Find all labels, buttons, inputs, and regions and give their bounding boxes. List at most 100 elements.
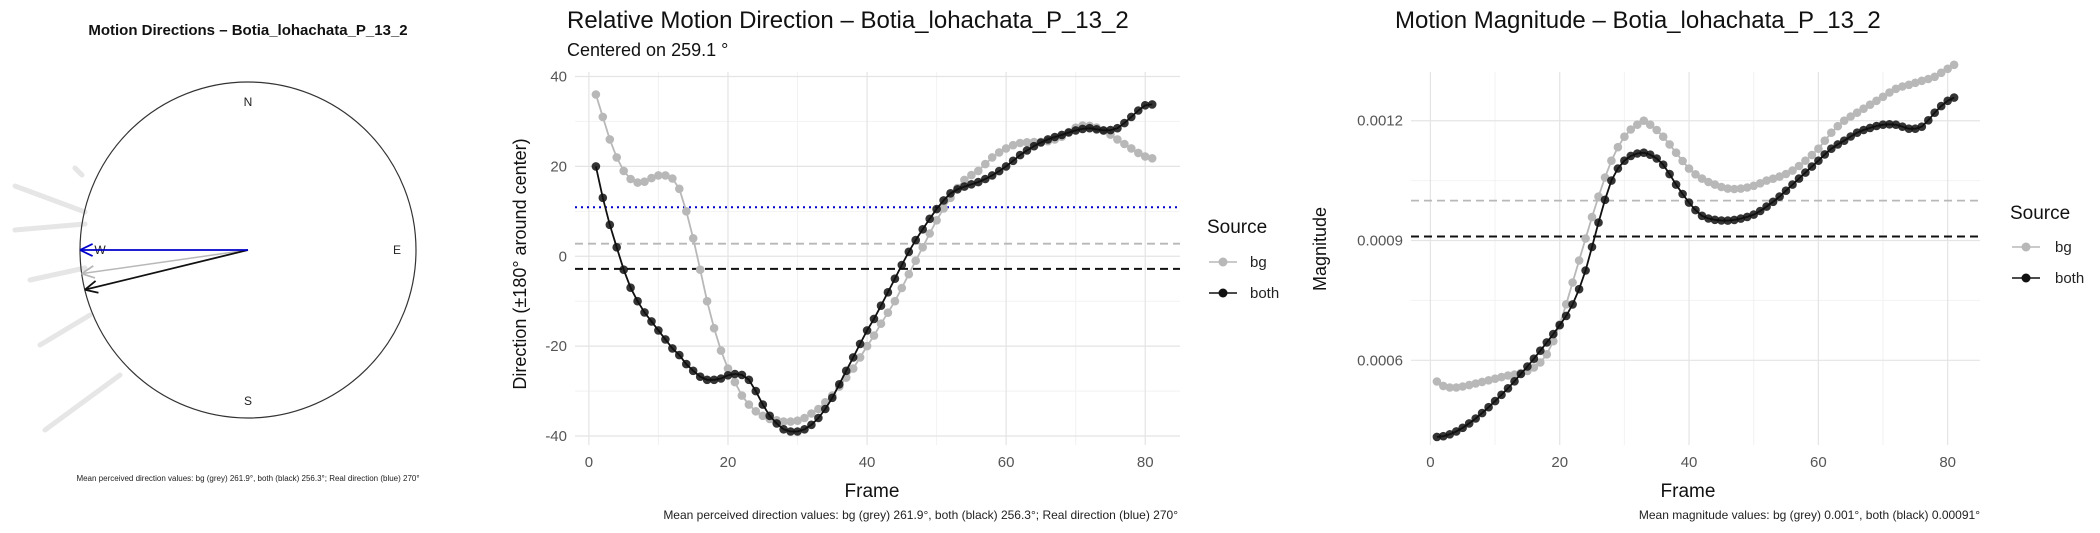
direction-point-bg [884, 308, 893, 317]
magnitude-point-bg [1678, 157, 1687, 166]
magnitude-point-both [1484, 403, 1493, 412]
direction-point-both [821, 405, 830, 414]
magnitude-x-tick-label: 80 [1939, 454, 1956, 471]
magnitude-y-tick-label: 0.0012 [1357, 113, 1403, 130]
direction-point-both [592, 162, 601, 171]
magnitude-point-both [1950, 93, 1959, 102]
direction-point-bg [612, 153, 621, 162]
direction-point-both [765, 412, 774, 421]
magnitude-point-bg [1575, 256, 1584, 265]
direction-point-bg [870, 331, 879, 340]
legend-label-bg: bg [1250, 254, 1267, 271]
magnitude-legend-title: Source [2010, 203, 2070, 224]
direction-y-tick-label: 0 [559, 248, 567, 265]
magnitude-point-both [1691, 206, 1700, 215]
magnitude-panel: Motion Magnitude – Botia_lohachata_P_13_… [1310, 7, 2084, 522]
direction-panel: Relative Motion Direction – Botia_lohach… [510, 7, 1279, 522]
direction-point-bg [1148, 154, 1157, 163]
legend-label-both: both [1250, 285, 1279, 302]
direction-point-both [752, 387, 761, 396]
direction-point-both [1134, 106, 1143, 115]
direction-point-bg [689, 234, 698, 243]
magnitude-legend-both: both [2012, 270, 2084, 287]
magnitude-series-line-both [1437, 98, 1954, 437]
direction-point-both [835, 380, 844, 389]
polar-caption: Mean perceived direction values: bg (gre… [76, 474, 419, 483]
magnitude-point-both [1795, 174, 1804, 183]
magnitude-point-bg [1652, 126, 1661, 135]
direction-legend-title: Source [1207, 217, 1267, 238]
direction-point-bg [981, 160, 990, 169]
magnitude-point-bg [1581, 234, 1590, 243]
magnitude-point-both [1549, 330, 1558, 339]
direction-point-both [932, 205, 941, 214]
magnitude-point-both [1497, 391, 1506, 400]
decor-ray [45, 375, 120, 430]
direction-point-both [1120, 119, 1129, 128]
direction-y-tick-label: 40 [550, 68, 567, 85]
arrow-head-real [80, 250, 93, 256]
magnitude-point-both [1491, 397, 1500, 406]
direction-point-both [905, 248, 914, 257]
magnitude-point-both [1536, 346, 1545, 355]
direction-x-tick-label: 80 [1137, 454, 1154, 471]
magnitude-point-both [1562, 312, 1571, 321]
magnitude-point-both [1775, 192, 1784, 201]
magnitude-point-both [1672, 180, 1681, 189]
direction-point-both [1127, 113, 1136, 122]
magnitude-point-both [1555, 321, 1564, 330]
direction-point-both [1148, 100, 1157, 109]
magnitude-point-both [1665, 170, 1674, 179]
magnitude-x-tick-label: 60 [1810, 454, 1827, 471]
direction-point-both [849, 353, 858, 362]
magnitude-point-bg [1827, 128, 1836, 137]
legend-label-bg: bg [2055, 239, 2072, 256]
direction-point-both [814, 414, 823, 423]
direction-point-both [668, 344, 677, 353]
direction-point-bg [905, 270, 914, 279]
legend-label-both: both [2055, 270, 2084, 287]
direction-point-bg [738, 391, 747, 400]
direction-point-both [654, 326, 663, 335]
magnitude-point-both [1808, 162, 1817, 171]
magnitude-point-both [1918, 122, 1927, 131]
magnitude-x-tick-label: 40 [1681, 454, 1698, 471]
direction-point-both [1002, 162, 1011, 171]
legend-swatch-dot [2022, 274, 2031, 283]
magnitude-point-bg [1821, 136, 1830, 145]
direction-x-label: Frame [845, 481, 900, 502]
magnitude-point-both [1607, 176, 1616, 185]
magnitude-point-both [1543, 338, 1552, 347]
magnitude-point-bg [1568, 278, 1577, 287]
magnitude-point-both [1821, 150, 1830, 159]
direction-point-bg [717, 346, 726, 355]
magnitude-point-both [1614, 164, 1623, 173]
magnitude-point-both [1788, 180, 1797, 189]
legend-swatch-dot [1219, 289, 1228, 298]
direction-point-both [828, 394, 837, 403]
direction-point-both [1009, 157, 1018, 166]
direction-point-both [856, 340, 865, 349]
magnitude-point-bg [1801, 156, 1810, 165]
direction-series-line-bg [596, 95, 1152, 422]
direction-legend-both: both [1209, 285, 1279, 302]
direction-subtitle: Centered on 259.1 ° [567, 40, 728, 60]
direction-point-both [772, 419, 781, 428]
magnitude-point-bg [1808, 151, 1817, 160]
magnitude-x-label: Frame [1661, 481, 1716, 502]
direction-point-both [877, 301, 886, 310]
direction-y-tick-label: 20 [550, 158, 567, 175]
magnitude-series-line-bg [1437, 65, 1954, 388]
magnitude-point-bg [1620, 132, 1629, 141]
direction-point-both [738, 371, 747, 380]
magnitude-point-both [1601, 196, 1610, 205]
magnitude-point-both [1782, 186, 1791, 195]
direction-point-both [891, 274, 900, 283]
direction-point-both [759, 400, 768, 409]
polar-panel: Motion Directions – Botia_lohachata_P_13… [15, 22, 420, 483]
arrow-head-bg [82, 274, 95, 278]
polar-title: Motion Directions – Botia_lohachata_P_13… [88, 22, 407, 39]
direction-point-bg [592, 90, 601, 99]
magnitude-point-both [1588, 243, 1597, 252]
direction-point-both [918, 225, 927, 234]
